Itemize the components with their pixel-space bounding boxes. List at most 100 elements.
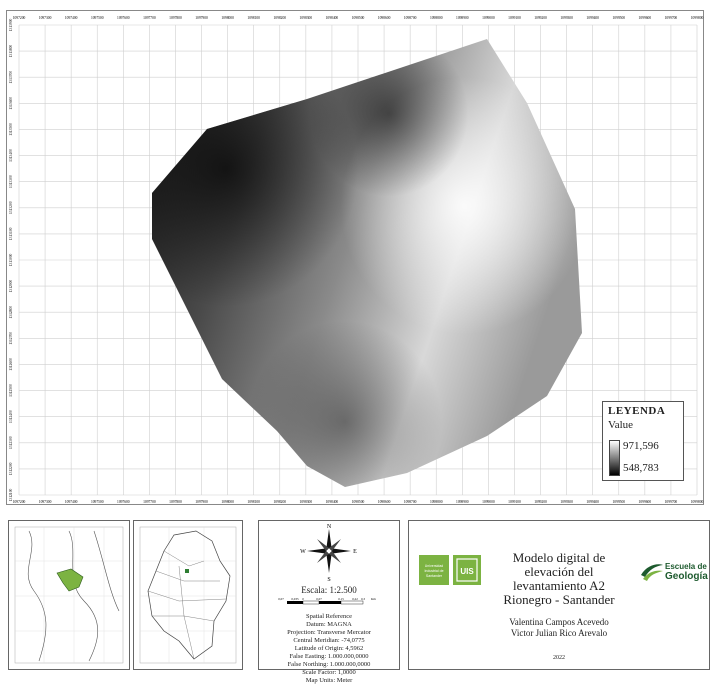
- x-tick-label: 1097500: [91, 16, 104, 20]
- scale-bar-tick: 0,035: [291, 597, 299, 602]
- year: 2022: [553, 655, 565, 661]
- y-tick-label: 1313100: [9, 227, 13, 240]
- spatial-ref-line: False Northing: 1.000.000,0000: [287, 661, 371, 668]
- west-label: W: [300, 549, 306, 555]
- location-marker: [185, 569, 189, 573]
- title-line: Rionegro - Santander: [503, 592, 615, 607]
- scale-bar-tick: 0,15: [338, 597, 344, 602]
- y-tick-labels: 1313900 1313800 1313700 1313600 1313500 13134…: [9, 19, 13, 502]
- x-tick-label: 1099700: [665, 500, 678, 504]
- x-tick-label: 1097700: [143, 16, 156, 20]
- title-line: elevación del: [524, 564, 594, 579]
- escuela-geologia-logo: Escuela de Geología: [639, 557, 710, 585]
- x-tick-label: 1098100: [247, 16, 260, 20]
- inset-map-country: [133, 520, 243, 670]
- x-tick-label: 1098700: [404, 500, 417, 504]
- east-label: E: [353, 549, 357, 555]
- y-tick-label: 1312400: [9, 410, 13, 423]
- x-tick-label: 1098500: [352, 16, 365, 20]
- x-tick-label: 1099100: [508, 16, 521, 20]
- x-tick-label: 1099200: [534, 16, 547, 20]
- x-tick-label: 1099600: [639, 16, 652, 20]
- scale-bar-tick: 0,3: [361, 597, 365, 602]
- x-tick-label: 1098000: [221, 16, 234, 20]
- spatial-ref-line: Datum: MAGNA: [306, 621, 352, 628]
- x-tick-label: 1098300: [300, 16, 313, 20]
- scale-bar-tick: 0: [302, 597, 304, 601]
- x-tick-label: 1098500: [352, 500, 365, 504]
- x-tick-label: 1097900: [195, 500, 208, 504]
- scale-and-reference-panel: N S E W Escala: 1:2.500 0,07 0,035 0 0,07 0,…: [258, 520, 400, 684]
- x-tick-label: 1099100: [508, 500, 521, 504]
- map-frame[interactable]: 1097200 1097300 1097400 1097500 1097600 10977…: [6, 10, 704, 505]
- geo-line1: Escuela de: [665, 562, 707, 571]
- dem-map[interactable]: 1097200 1097300 1097400 1097500 1097600 10977…: [7, 11, 705, 506]
- svg-text:Industrial de: Industrial de: [424, 569, 443, 573]
- x-tick-label: 1099400: [586, 500, 599, 504]
- x-tick-label: 1097500: [91, 500, 104, 504]
- x-tick-label: 1099300: [560, 500, 573, 504]
- x-tick-label: 1097300: [39, 500, 52, 504]
- y-tick-label: 1313000: [9, 254, 13, 267]
- geo-line2: Geología: [665, 571, 708, 582]
- y-tick-label: 1312100: [9, 489, 13, 502]
- x-tick-label: 1099200: [534, 500, 547, 504]
- x-tick-label: 1097800: [169, 16, 182, 20]
- svg-text:Santander: Santander: [426, 574, 443, 578]
- title-line: levantamiento A2: [512, 578, 606, 593]
- x-tick-label: 1099500: [612, 16, 625, 20]
- spatial-reference-text: Spatial Reference Datum: MAGNA Projectio…: [259, 613, 399, 685]
- authors: Valentina Campos Acevedo Victor Julian R…: [489, 617, 629, 639]
- x-tick-label: 1097900: [195, 16, 208, 20]
- x-tick-label: 1098600: [378, 500, 391, 504]
- x-tick-label: 1098800: [430, 16, 443, 20]
- spatial-ref-line: Scale Factor: 1,0000: [302, 669, 356, 676]
- x-tick-label: 1098700: [404, 16, 417, 20]
- x-tick-label: 1097300: [39, 16, 52, 20]
- x-tick-label: 1097200: [13, 16, 26, 20]
- scale-bar-tick: 0,22: [352, 597, 358, 602]
- title-line: Modelo digital de: [512, 550, 606, 565]
- y-tick-label: 1313500: [9, 123, 13, 136]
- x-tick-label: 1099500: [612, 500, 625, 504]
- x-tick-label: 1097600: [117, 16, 130, 20]
- y-tick-label: 1313800: [9, 45, 13, 58]
- spatial-ref-line: Map Units: Meter: [305, 677, 353, 684]
- study-area-highlight: [56, 568, 84, 592]
- legend-title: LEYENDA: [608, 405, 666, 417]
- x-tick-label: 1098600: [378, 16, 391, 20]
- y-tick-label: 1313900: [9, 19, 13, 32]
- x-tick-label: 1099700: [665, 16, 678, 20]
- y-tick-label: 1313400: [9, 149, 13, 162]
- title-panel: Universidad Industrial de Santander UIS …: [408, 520, 710, 670]
- scale-bar-tick: 0,07: [278, 597, 284, 602]
- y-tick-label: 1312800: [9, 306, 13, 319]
- y-tick-label: 1313200: [9, 201, 13, 214]
- x-tick-label: 1097400: [65, 500, 78, 504]
- north-arrow-icon: N S E W: [300, 524, 357, 583]
- x-tick-label: 1099800: [691, 16, 704, 20]
- y-tick-label: 1313700: [9, 71, 13, 84]
- x-tick-label: 1097600: [117, 500, 130, 504]
- north-label: N: [327, 524, 332, 530]
- spatial-ref-line: Projection: Transverse Mercator: [287, 629, 371, 636]
- y-tick-label: 1313300: [9, 175, 13, 188]
- scale-bar-unit: Km: [371, 597, 376, 601]
- x-tick-label: 1097400: [65, 16, 78, 20]
- svg-text:UIS: UIS: [460, 567, 474, 576]
- spatial-ref-line: False Easting: 1.000.000,0000: [289, 653, 369, 660]
- x-tick-label: 1098100: [247, 500, 260, 504]
- south-label: S: [327, 577, 330, 583]
- y-tick-label: 1313600: [9, 97, 13, 110]
- inset-map-region: [8, 520, 130, 670]
- x-tick-labels-top: 1097200 1097300 1097400 1097500 1097600 10977…: [13, 16, 704, 20]
- y-tick-label: 1312300: [9, 436, 13, 449]
- x-tick-label: 1098900: [456, 500, 469, 504]
- legend-subtitle: Value: [608, 419, 634, 431]
- x-tick-label: 1098300: [300, 500, 313, 504]
- x-tick-label: 1097800: [169, 500, 182, 504]
- x-tick-label: 1099300: [560, 16, 573, 20]
- x-tick-label: 1098000: [221, 500, 234, 504]
- x-tick-label: 1099600: [639, 500, 652, 504]
- dem-raster: [152, 39, 582, 487]
